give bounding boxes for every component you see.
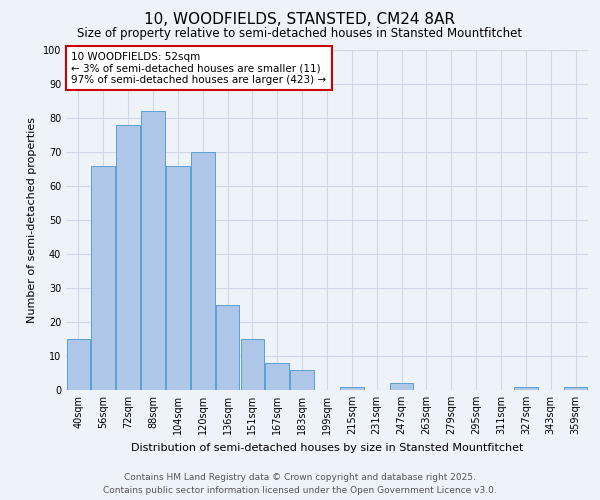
Bar: [390, 383, 413, 390]
Bar: [116, 125, 140, 390]
Bar: [141, 111, 165, 390]
Text: Size of property relative to semi-detached houses in Stansted Mountfitchet: Size of property relative to semi-detach…: [77, 28, 523, 40]
Bar: [91, 166, 115, 390]
Bar: [340, 386, 364, 390]
Bar: [166, 166, 190, 390]
Bar: [265, 363, 289, 390]
Bar: [191, 152, 215, 390]
Bar: [216, 305, 239, 390]
Bar: [241, 339, 264, 390]
X-axis label: Distribution of semi-detached houses by size in Stansted Mountfitchet: Distribution of semi-detached houses by …: [131, 442, 523, 452]
Text: Contains HM Land Registry data © Crown copyright and database right 2025.
Contai: Contains HM Land Registry data © Crown c…: [103, 474, 497, 495]
Bar: [564, 386, 587, 390]
Bar: [67, 339, 90, 390]
Y-axis label: Number of semi-detached properties: Number of semi-detached properties: [27, 117, 37, 323]
Bar: [514, 386, 538, 390]
Text: 10, WOODFIELDS, STANSTED, CM24 8AR: 10, WOODFIELDS, STANSTED, CM24 8AR: [145, 12, 455, 28]
Bar: [290, 370, 314, 390]
Text: 10 WOODFIELDS: 52sqm
← 3% of semi-detached houses are smaller (11)
97% of semi-d: 10 WOODFIELDS: 52sqm ← 3% of semi-detach…: [71, 52, 326, 85]
